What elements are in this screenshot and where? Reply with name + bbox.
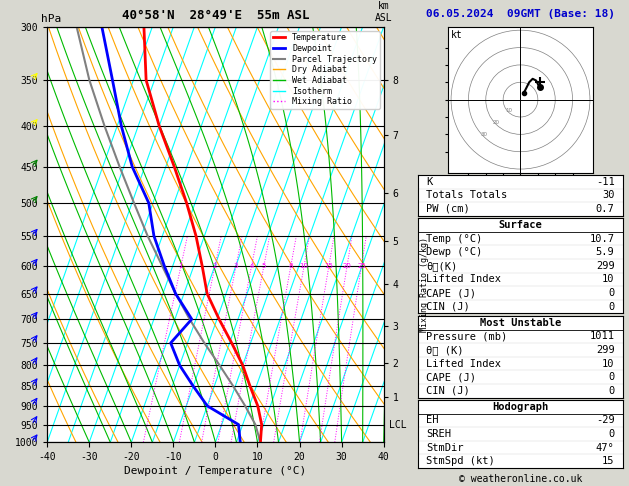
Text: θᴄ (K): θᴄ (K) [426,345,464,355]
X-axis label: Dewpoint / Temperature (°C): Dewpoint / Temperature (°C) [125,466,306,476]
Text: Dewp (°C): Dewp (°C) [426,247,482,257]
Text: 0: 0 [608,288,615,298]
Text: 15: 15 [602,456,615,466]
Text: 1011: 1011 [589,331,615,341]
Text: CIN (J): CIN (J) [426,302,470,312]
Text: 30: 30 [602,191,615,200]
Text: StmDir: StmDir [426,443,464,452]
Text: 30: 30 [481,132,487,137]
Text: Surface: Surface [499,220,542,230]
Text: 5.9: 5.9 [596,247,615,257]
Text: LCL: LCL [389,420,407,430]
Text: kt: kt [451,30,463,40]
Text: km
ASL: km ASL [375,1,392,22]
Text: 06.05.2024  09GMT (Base: 18): 06.05.2024 09GMT (Base: 18) [426,9,615,19]
Text: 1: 1 [179,263,183,269]
Text: Totals Totals: Totals Totals [426,191,508,200]
Text: 5: 5 [262,263,266,269]
Text: Most Unstable: Most Unstable [480,318,561,328]
Text: StmSpd (kt): StmSpd (kt) [426,456,495,466]
Text: 0: 0 [608,429,615,439]
Text: CAPE (J): CAPE (J) [426,288,476,298]
Text: hPa: hPa [41,14,61,24]
Text: 8: 8 [289,263,293,269]
Text: 10.7: 10.7 [589,234,615,243]
Text: 0.7: 0.7 [596,204,615,214]
Text: 10: 10 [602,359,615,368]
Legend: Temperature, Dewpoint, Parcel Trajectory, Dry Adiabat, Wet Adiabat, Isotherm, Mi: Temperature, Dewpoint, Parcel Trajectory… [270,31,379,109]
Text: 2: 2 [213,263,217,269]
Text: θᴄ(K): θᴄ(K) [426,261,458,271]
Text: CAPE (J): CAPE (J) [426,372,476,382]
Text: Mixing Ratio (g/kg): Mixing Ratio (g/kg) [420,237,429,332]
Text: -11: -11 [596,177,615,187]
Text: 47°: 47° [596,443,615,452]
Text: Hodograph: Hodograph [493,402,548,412]
Text: Temp (°C): Temp (°C) [426,234,482,243]
Text: K: K [426,177,433,187]
Text: 0: 0 [608,302,615,312]
Text: 25: 25 [357,263,366,269]
Text: 10: 10 [505,108,512,113]
Text: SREH: SREH [426,429,452,439]
Text: Lifted Index: Lifted Index [426,275,501,284]
Text: 0: 0 [608,386,615,396]
Text: 10: 10 [602,275,615,284]
Text: © weatheronline.co.uk: © weatheronline.co.uk [459,473,582,484]
Text: 20: 20 [493,120,499,125]
Text: 4: 4 [249,263,253,269]
Text: 20: 20 [343,263,352,269]
Text: 10: 10 [299,263,309,269]
Text: CIN (J): CIN (J) [426,386,470,396]
Text: 0: 0 [608,372,615,382]
Text: 299: 299 [596,261,615,271]
Text: Lifted Index: Lifted Index [426,359,501,368]
Text: PW (cm): PW (cm) [426,204,470,214]
Text: -29: -29 [596,416,615,425]
Text: 40°58'N  28°49'E  55m ASL: 40°58'N 28°49'E 55m ASL [121,9,309,22]
Text: 299: 299 [596,345,615,355]
Text: EH: EH [426,416,439,425]
Text: Pressure (mb): Pressure (mb) [426,331,508,341]
Text: 15: 15 [325,263,333,269]
Text: 3: 3 [234,263,238,269]
